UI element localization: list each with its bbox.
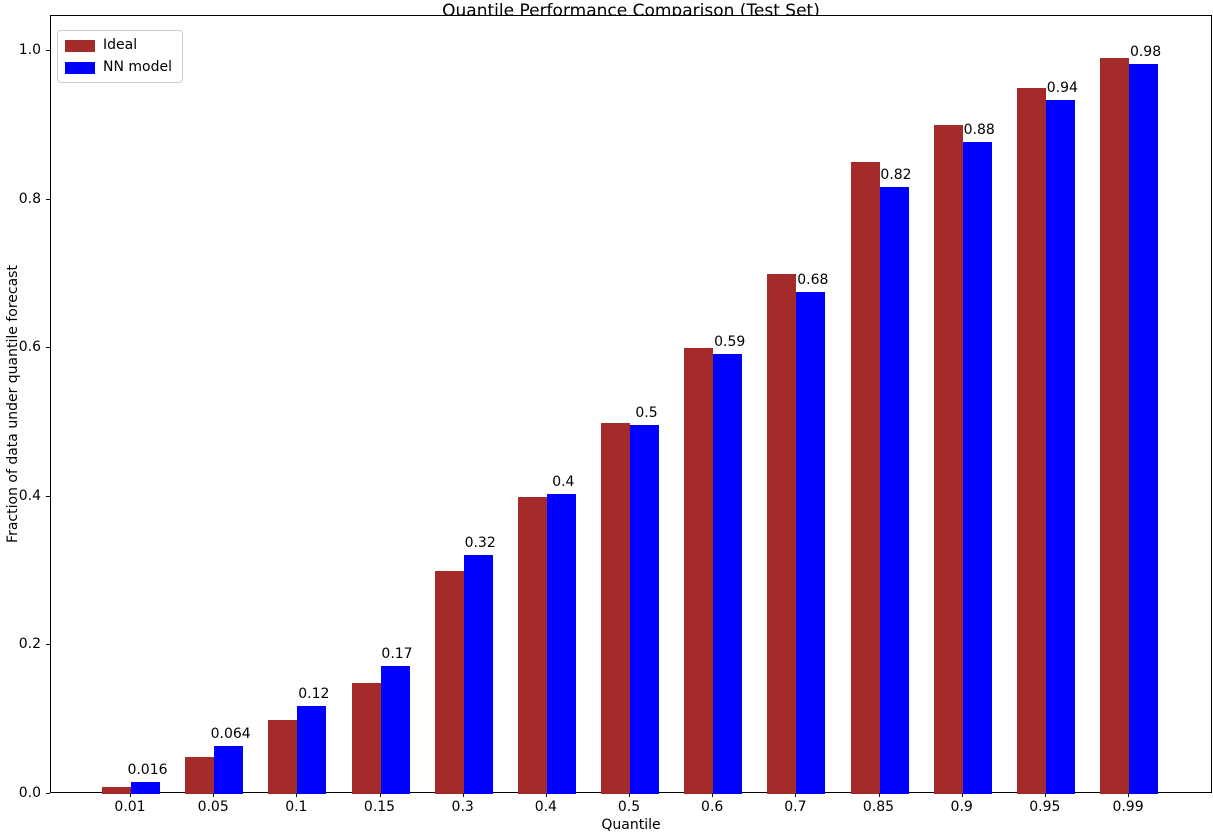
bar-value-label: 0.32: [464, 535, 496, 552]
x-tick-mark: [296, 793, 298, 797]
x-tick-label: 0.9: [950, 799, 973, 815]
x-tick-label: 0.15: [363, 799, 396, 815]
bar-value-label: 0.4: [552, 473, 575, 490]
x-tick-mark: [379, 793, 381, 797]
x-tick-label: 0.6: [701, 799, 724, 815]
y-tick-label: 0.4: [18, 487, 41, 504]
x-tick-mark: [462, 793, 464, 797]
bar-nn-model-0.3: [463, 555, 493, 794]
bar-nn-model-0.1: [297, 706, 327, 794]
x-tick-mark: [213, 793, 215, 797]
y-tick-mark: [46, 50, 50, 51]
x-axis-label: Quantile: [601, 817, 661, 833]
bar-ideal-0.95: [1016, 88, 1046, 794]
y-tick-label: 0.8: [18, 190, 41, 207]
bar-nn-model-0.05: [214, 746, 244, 794]
bar-value-label: 0.59: [714, 334, 746, 351]
bar-value-label: 0.82: [880, 166, 912, 183]
y-tick-mark: [46, 495, 50, 497]
bar-value-label: 0.94: [1046, 80, 1078, 97]
bar-ideal-0.85: [850, 162, 880, 794]
bar-value-label: 0.12: [298, 686, 330, 703]
y-tick-mark: [46, 793, 50, 794]
plot-area: 0.016 0.064 0.12 0.17 0.32 0.4 0.5 0.59 0.68 0.82…: [50, 15, 1212, 794]
bar-ideal-0.01: [102, 786, 131, 794]
bar-value-label: 0.064: [210, 726, 251, 743]
bar-ideal-0.4: [517, 496, 547, 794]
bar-ideal-0.05: [185, 756, 215, 794]
bar-value-label: 0.5: [635, 404, 658, 421]
x-tick-label: 0.95: [1029, 799, 1061, 815]
bar-ideal-0.6: [684, 348, 714, 794]
y-tick-mark: [46, 198, 50, 200]
bar-ideal-0.99: [1100, 58, 1130, 794]
x-tick-label: 0.01: [114, 799, 146, 815]
x-tick-label: 0.1: [285, 799, 308, 815]
y-tick-mark: [46, 644, 50, 646]
x-tick-mark: [1044, 793, 1046, 797]
legend-label-nn-model: NN model: [103, 59, 172, 75]
y-tick-label: 0.2: [18, 636, 41, 653]
bar-ideal-0.9: [933, 125, 963, 794]
bar-value-label: 0.17: [381, 646, 413, 663]
legend-item-nn-model: NN model: [65, 59, 172, 76]
x-tick-label: 0.5: [617, 799, 641, 815]
x-tick-mark: [878, 793, 880, 797]
bar-nn-model-0.85: [879, 186, 909, 794]
bar-value-label: 0.88: [963, 121, 995, 138]
bar-value-label: 0.98: [1129, 44, 1162, 61]
bar-nn-model-0.99: [1129, 64, 1159, 794]
bar-nn-model-0.7: [796, 291, 826, 794]
bar-value-label: 0.016: [127, 762, 168, 779]
legend-swatch-ideal: [65, 39, 95, 52]
bar-nn-model-0.01: [131, 782, 160, 794]
x-tick-label: 0.4: [534, 799, 557, 815]
bar-nn-model-0.5: [630, 424, 660, 794]
bar-nn-model-0.6: [713, 354, 743, 794]
y-tick-label: 1.0: [18, 42, 41, 58]
bar-nn-model-0.15: [380, 666, 410, 794]
x-tick-label: 0.05: [197, 799, 229, 815]
legend-item-ideal: Ideal: [65, 37, 172, 54]
bar-value-label: 0.68: [797, 271, 829, 288]
x-tick-label: 0.85: [862, 799, 895, 815]
x-tick-mark: [795, 793, 797, 797]
y-tick-label: 0.6: [18, 339, 41, 356]
bar-ideal-0.7: [767, 273, 797, 794]
x-tick-mark: [629, 793, 631, 797]
legend-swatch-nn-model: [65, 61, 95, 74]
legend: Ideal NN model: [57, 30, 183, 83]
bar-ideal-0.15: [351, 682, 381, 794]
y-tick-mark: [46, 347, 50, 349]
x-tick-label: 0.99: [1112, 799, 1144, 815]
x-tick-label: 0.7: [784, 799, 807, 815]
x-tick-label: 0.3: [451, 799, 474, 815]
bar-ideal-0.5: [601, 422, 631, 794]
y-tick-label: 0.0: [18, 785, 41, 801]
bar-ideal-0.3: [434, 571, 464, 794]
bar-nn-model-0.4: [546, 493, 576, 794]
x-tick-mark: [961, 793, 963, 797]
bar-nn-model-0.95: [1045, 100, 1075, 794]
x-tick-mark: [712, 793, 714, 797]
bar-ideal-0.1: [268, 719, 298, 794]
bar-nn-model-0.9: [962, 141, 992, 794]
x-tick-mark: [1128, 793, 1130, 797]
legend-label-ideal: Ideal: [103, 37, 138, 53]
x-tick-mark: [545, 793, 547, 797]
x-tick-mark: [130, 793, 131, 797]
